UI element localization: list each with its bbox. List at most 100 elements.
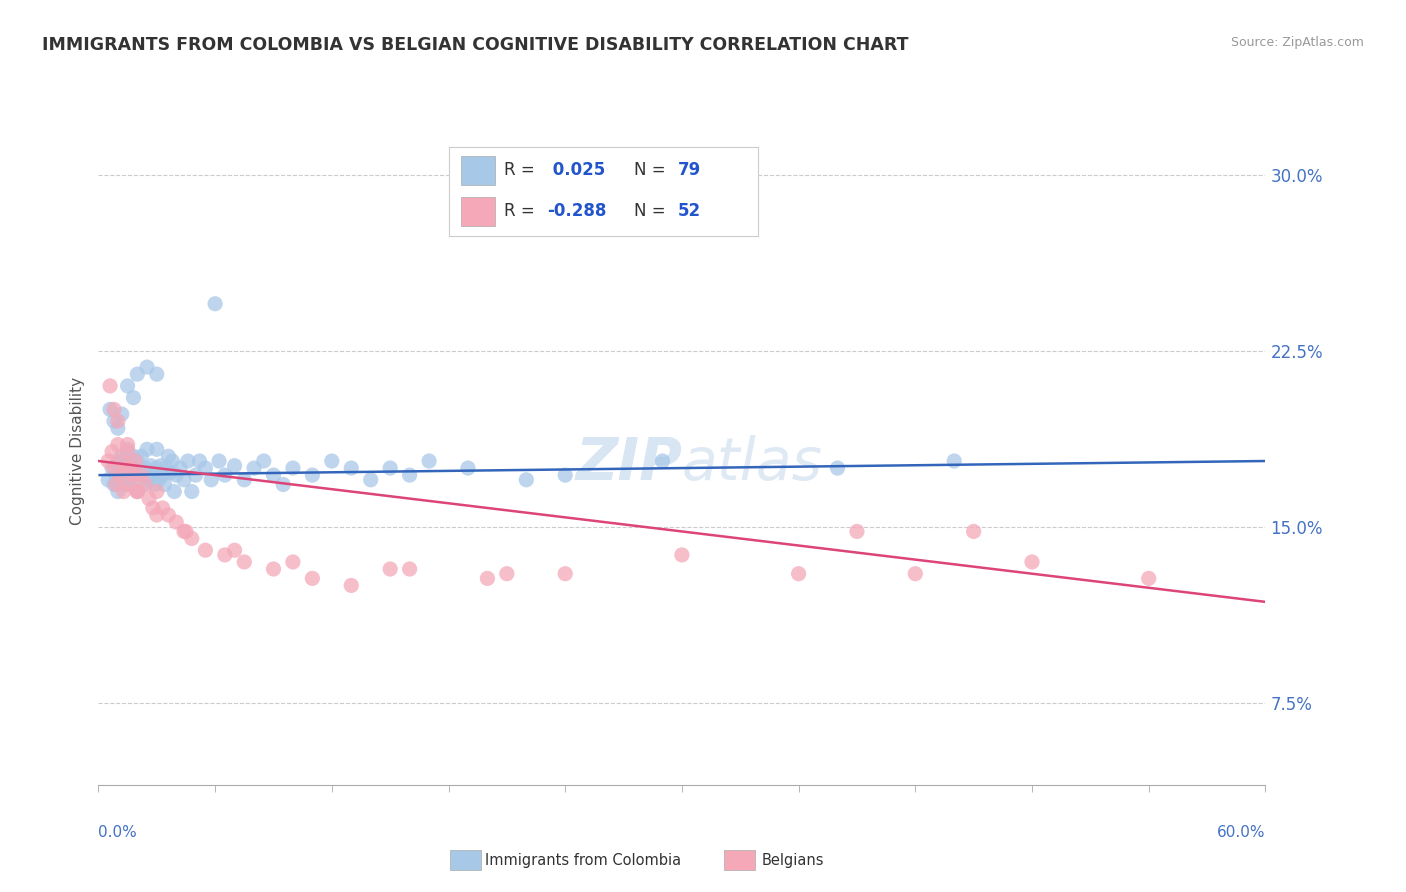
Text: ZIP: ZIP <box>575 435 682 492</box>
Point <box>184 468 207 483</box>
Point <box>98 402 121 417</box>
Point <box>117 442 139 457</box>
Point <box>204 297 226 311</box>
Text: R =: R = <box>505 202 540 220</box>
Point <box>904 566 927 581</box>
Text: N =: N = <box>634 161 671 179</box>
Point <box>554 468 576 483</box>
Point <box>138 491 160 506</box>
Point <box>214 548 236 562</box>
Point <box>398 468 420 483</box>
Point <box>143 477 166 491</box>
Point <box>153 477 176 491</box>
Point <box>157 450 180 464</box>
Point <box>271 477 294 491</box>
Point <box>243 461 266 475</box>
Point <box>114 477 136 491</box>
Point <box>122 468 145 483</box>
Point <box>142 468 165 483</box>
Point <box>165 515 187 529</box>
Point <box>262 468 284 483</box>
Point <box>380 461 402 475</box>
Point <box>136 442 159 457</box>
Point <box>103 414 125 428</box>
Point <box>515 473 537 487</box>
Point <box>233 473 256 487</box>
Point <box>827 461 849 475</box>
Point <box>108 461 131 475</box>
Point <box>152 468 174 483</box>
Point <box>103 461 125 475</box>
Point <box>98 379 121 393</box>
Point <box>962 524 984 539</box>
Point <box>128 468 150 483</box>
Point <box>107 437 129 451</box>
Point <box>301 571 323 585</box>
Point <box>121 461 143 475</box>
Point <box>173 473 195 487</box>
Point <box>124 454 146 468</box>
Text: Source: ZipAtlas.com: Source: ZipAtlas.com <box>1230 36 1364 49</box>
Point <box>418 454 440 468</box>
Point <box>111 407 134 421</box>
Text: IMMIGRANTS FROM COLOMBIA VS BELGIAN COGNITIVE DISABILITY CORRELATION CHART: IMMIGRANTS FROM COLOMBIA VS BELGIAN COGN… <box>42 36 908 54</box>
Point <box>149 458 172 473</box>
Point <box>103 477 125 491</box>
Point <box>142 500 165 515</box>
Point <box>1021 555 1043 569</box>
Point <box>101 461 124 475</box>
Point <box>104 477 127 491</box>
Point <box>112 484 135 499</box>
Point <box>127 484 149 499</box>
Point <box>457 461 479 475</box>
Point <box>159 466 181 480</box>
Point <box>117 379 139 393</box>
Point <box>103 402 125 417</box>
Point <box>188 454 211 468</box>
Text: 0.025: 0.025 <box>547 161 606 179</box>
Y-axis label: Cognitive Disability: Cognitive Disability <box>69 376 84 524</box>
Point <box>111 454 134 468</box>
Point <box>157 508 180 522</box>
Point <box>281 555 304 569</box>
Point <box>118 477 141 491</box>
Bar <box>461 197 495 226</box>
Point <box>134 477 156 491</box>
Point <box>224 543 246 558</box>
Point <box>146 367 169 381</box>
Point <box>360 473 382 487</box>
Point <box>152 500 174 515</box>
Point <box>321 454 343 468</box>
Point <box>136 360 159 375</box>
Point <box>117 444 139 458</box>
Point <box>117 458 139 473</box>
Point <box>1137 571 1160 585</box>
Text: Immigrants from Colombia: Immigrants from Colombia <box>485 854 681 868</box>
Point <box>146 484 169 499</box>
Point <box>380 562 402 576</box>
Point <box>127 454 149 468</box>
Bar <box>461 156 495 185</box>
Point <box>97 454 120 468</box>
Point <box>200 473 222 487</box>
Point <box>554 566 576 581</box>
Point <box>496 566 519 581</box>
Point <box>104 468 127 483</box>
Point <box>208 454 231 468</box>
Text: 79: 79 <box>678 161 700 179</box>
Point <box>124 466 146 480</box>
Point <box>180 484 202 499</box>
Point <box>118 473 141 487</box>
Text: Belgians: Belgians <box>762 854 824 868</box>
Point <box>671 548 693 562</box>
Point <box>233 555 256 569</box>
Point <box>129 468 152 483</box>
Point <box>214 468 236 483</box>
Point <box>127 484 149 499</box>
Point <box>108 468 131 483</box>
Point <box>194 543 217 558</box>
Text: 0.0%: 0.0% <box>98 825 138 840</box>
Point <box>146 461 169 475</box>
Point <box>301 468 323 483</box>
Point <box>129 450 152 464</box>
